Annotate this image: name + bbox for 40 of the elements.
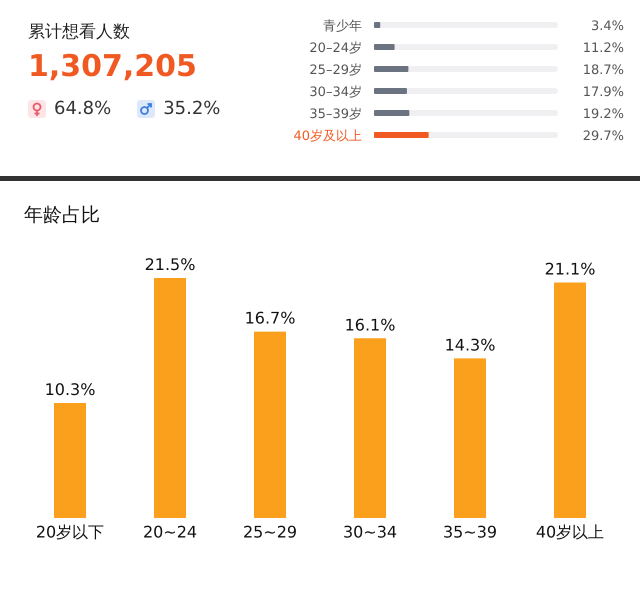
bar <box>374 66 408 72</box>
data-label: 14.3% <box>444 335 496 354</box>
bar <box>374 22 380 28</box>
data-label: 11.2% <box>582 41 624 56</box>
data-label: 10.3% <box>44 380 96 400</box>
bar <box>374 88 407 94</box>
bar <box>154 278 186 518</box>
data-label: 21.5% <box>144 255 196 274</box>
bar <box>374 44 395 50</box>
bar <box>254 332 286 518</box>
bar <box>554 282 586 518</box>
chart-title: 年龄占比 <box>24 203 101 228</box>
x-tick-label: 35~39 <box>442 522 498 542</box>
x-tick-label: 20岁以下 <box>36 522 104 542</box>
data-label: 16.7% <box>244 308 296 328</box>
bar <box>354 338 386 518</box>
data-label: 19.2% <box>582 107 624 122</box>
text: 1,307,205 <box>28 49 198 84</box>
y-tick-label: 30–34岁 <box>309 85 362 100</box>
y-tick-label: 20–24岁 <box>309 41 362 56</box>
data-label: 16.1% <box>344 315 396 334</box>
text: 35.2% <box>163 98 220 119</box>
bar <box>454 358 486 518</box>
data-label: 21.1% <box>544 259 596 278</box>
data-label: 29.7% <box>582 129 624 144</box>
y-tick-label: 40岁及以上 <box>293 129 362 144</box>
x-tick-label: 20~24 <box>142 522 198 542</box>
y-tick-label: 25–29岁 <box>309 63 362 78</box>
bar <box>374 110 410 116</box>
text: 累计想看人数 <box>28 21 131 43</box>
y-tick-label: 35–39岁 <box>309 107 362 122</box>
x-tick-label: 25~29 <box>242 522 298 542</box>
x-tick-label: 40岁以上 <box>536 522 604 542</box>
y-tick-label: 青少年 <box>323 19 362 34</box>
text: 64.8% <box>54 98 112 119</box>
x-tick-label: 30~34 <box>342 522 398 542</box>
data-label: 3.4% <box>590 19 624 34</box>
data-label: 18.7% <box>582 63 624 78</box>
bar <box>54 403 86 518</box>
data-label: 17.9% <box>582 85 624 100</box>
